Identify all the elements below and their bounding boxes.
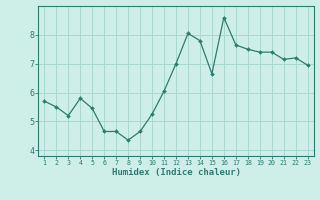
X-axis label: Humidex (Indice chaleur): Humidex (Indice chaleur)	[111, 168, 241, 177]
